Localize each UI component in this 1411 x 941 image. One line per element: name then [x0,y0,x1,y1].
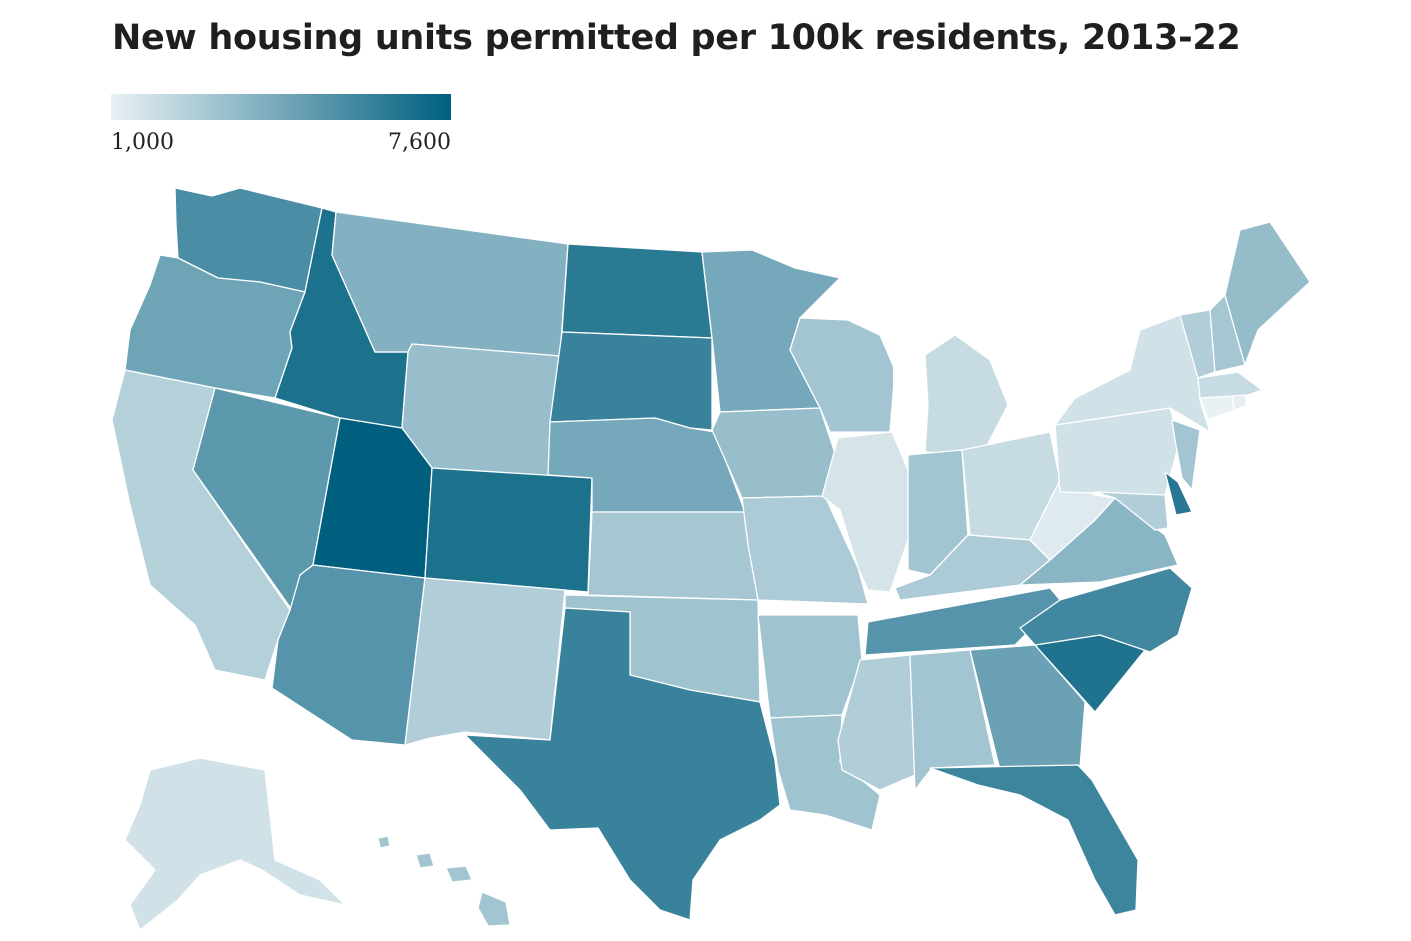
state-tx [464,607,781,921]
state-me [1224,221,1311,366]
state-ma [1197,371,1263,399]
state-al [909,649,996,791]
map-title: New housing units permitted per 100k res… [112,18,1241,58]
state-hi [377,835,511,927]
state-wy [401,343,561,479]
state-ga [969,644,1086,771]
state-ar [757,614,863,719]
legend-min-label: 1,000 [111,130,174,155]
state-mi [924,334,1009,456]
legend-max-label: 7,600 [388,130,451,155]
lake-michigan [893,330,925,455]
state-co [424,467,593,593]
state-md [1094,491,1169,531]
state-nj [1171,419,1201,491]
state-ak [124,757,346,931]
state-de [1164,471,1193,516]
state-mt [331,211,569,357]
state-az [271,564,426,746]
state-nc [1019,567,1193,653]
state-sd [549,331,713,431]
state-ks [587,511,759,601]
legend-color-scale [111,94,451,120]
state-nm [404,577,566,746]
state-il [821,431,909,593]
state-fl [929,764,1139,916]
state-nd [561,243,713,339]
